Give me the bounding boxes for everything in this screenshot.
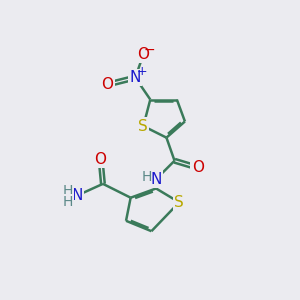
- Text: H: H: [141, 170, 152, 184]
- Text: H: H: [63, 195, 73, 209]
- Text: O: O: [94, 152, 106, 167]
- Text: −: −: [144, 43, 156, 57]
- Text: H: H: [63, 184, 73, 198]
- Text: O: O: [137, 47, 149, 62]
- Text: O: O: [192, 160, 204, 175]
- Text: N: N: [130, 70, 141, 85]
- Text: O: O: [102, 77, 114, 92]
- Text: +: +: [136, 65, 147, 78]
- Text: N: N: [72, 188, 83, 203]
- Text: S: S: [174, 195, 184, 210]
- Text: S: S: [139, 118, 148, 134]
- Text: N: N: [150, 172, 162, 187]
